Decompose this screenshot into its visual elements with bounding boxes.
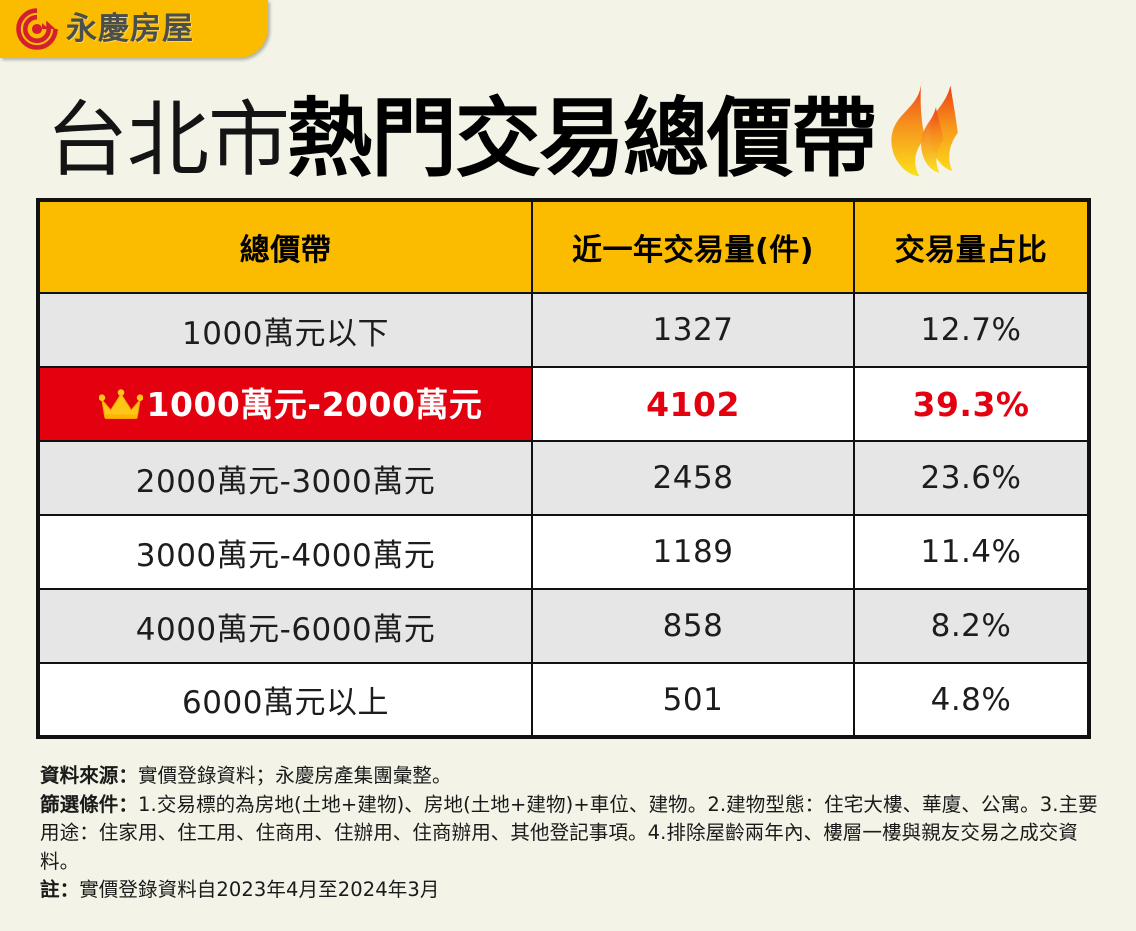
cell-band: 3000萬元-4000萬元 — [37, 514, 533, 590]
cell-share: 23.6% — [853, 440, 1090, 516]
cell-volume: 501 — [531, 662, 855, 738]
brand-logo-tab: 永慶房屋 — [0, 0, 268, 58]
footnote-source: 資料來源：實價登錄資料；永慶房產集團彙整。 — [40, 762, 1102, 791]
cell-volume: 1327 — [531, 292, 855, 368]
page-title-prefix: 台北市 — [46, 93, 290, 188]
cell-band: 4000萬元-6000萬元 — [37, 588, 533, 664]
footnote-criteria-label: 篩選條件： — [40, 792, 139, 816]
price-band-table: 總價帶 近一年交易量(件) 交易量占比 1000萬元以下 1327 12.7% — [36, 198, 1091, 739]
crown-icon — [98, 389, 143, 419]
cell-band-highlighted: 1000萬元-2000萬元 — [37, 366, 533, 442]
footnote-note-label: 註： — [40, 878, 80, 901]
cell-band-highlighted-text: 1000萬元-2000萬元 — [146, 384, 483, 424]
footnote-note-body: 實價登錄資料自2023年4月至2024年3月 — [79, 878, 440, 901]
column-header-volume: 近一年交易量(件) — [531, 199, 855, 294]
yongqing-spiral-logo-icon — [16, 8, 58, 50]
column-header-band: 總價帶 — [37, 199, 533, 294]
cell-share: 12.7% — [853, 292, 1090, 368]
cell-share-highlighted: 39.3% — [853, 366, 1090, 442]
cell-volume: 2458 — [531, 440, 855, 516]
table-header-row: 總價帶 近一年交易量(件) 交易量占比 — [37, 199, 1090, 294]
footnote-criteria-body: 1.交易標的為房地(土地+建物)、房地(土地+建物)+車位、建物。2.建物型態：… — [40, 792, 1098, 873]
page-title: 台北市 熱門交易總價帶 — [46, 72, 971, 182]
page-title-emphasis: 熱門交易總價帶 — [287, 89, 877, 189]
table-row: 2000萬元-3000萬元 2458 23.6% — [37, 440, 1090, 516]
table-row: 6000萬元以上 501 4.8% — [37, 662, 1090, 738]
cell-volume: 858 — [531, 588, 855, 664]
footnote-note: 註：實價登錄資料自2023年4月至2024年3月 — [40, 876, 1102, 905]
cell-volume-highlighted: 4102 — [531, 366, 855, 442]
table-row: 1000萬元以下 1327 12.7% — [37, 292, 1090, 368]
table-row: 3000萬元-4000萬元 1189 11.4% — [37, 514, 1090, 590]
cell-share: 11.4% — [853, 514, 1090, 590]
flame-icon — [891, 81, 958, 177]
footnotes: 資料來源：實價登錄資料；永慶房產集團彙整。 篩選條件：1.交易標的為房地(土地+… — [40, 762, 1102, 905]
cell-band: 2000萬元-3000萬元 — [37, 440, 533, 516]
cell-band: 1000萬元以下 — [37, 292, 533, 368]
cell-share: 8.2% — [853, 588, 1090, 664]
footnote-source-body: 實價登錄資料；永慶房產集團彙整。 — [138, 764, 452, 787]
cell-share: 4.8% — [853, 662, 1090, 738]
column-header-share: 交易量占比 — [853, 199, 1090, 294]
table-row-highlighted: 1000萬元-2000萬元 4102 39.3% — [37, 366, 1090, 442]
cell-volume: 1189 — [531, 514, 855, 590]
footnote-criteria: 篩選條件：1.交易標的為房地(土地+建物)、房地(土地+建物)+車位、建物。2.… — [40, 791, 1102, 877]
cell-band: 6000萬元以上 — [37, 662, 533, 738]
brand-logo-text: 永慶房屋 — [66, 10, 194, 47]
footnote-source-label: 資料來源： — [40, 764, 139, 787]
table-row: 4000萬元-6000萬元 858 8.2% — [37, 588, 1090, 664]
